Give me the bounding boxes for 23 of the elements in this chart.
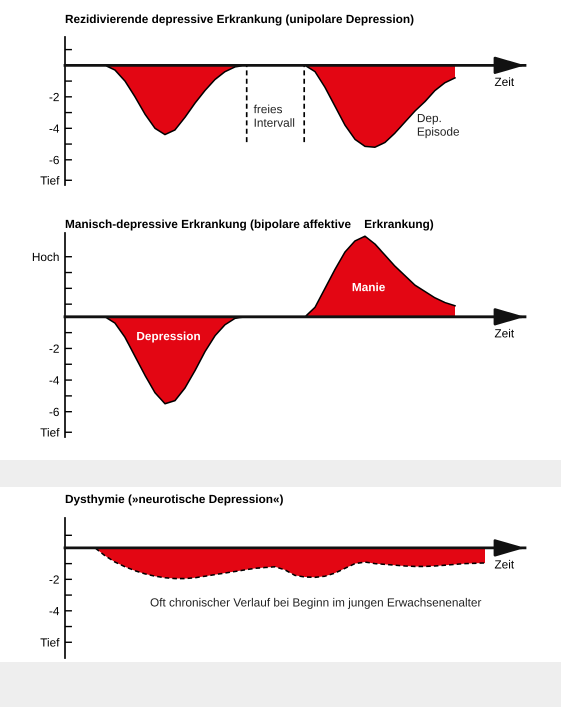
y-tick-label: -4 [49,376,60,384]
y-tick-label: -4 [49,606,60,616]
annotation: Manie [352,282,385,292]
annotation: Oft chronischer Verlauf bei Beginn im jungen Erwachsenenalter [150,598,482,609]
y-tick-label: Tief [40,176,60,185]
annotation: freies Intervall [254,104,294,127]
y-tick-label: Tief [40,638,60,647]
chart-title: Manisch-depressive Erkrankung (bipolare affektive Erkrankung) [66,219,434,231]
y-tick-label: -6 [49,408,59,416]
y-tick-label: -4 [49,124,60,133]
y-tick-label: -2 [49,575,59,584]
annotation: Depression [137,332,200,343]
y-tick-label: -6 [49,156,59,164]
y-tick-label: -2 [49,344,59,353]
chart-title: Dysthymie (»neurotische Depression«) [66,494,283,506]
y-tick-label: Hoch [32,252,59,262]
chart-title: Rezidivierende depressive Erkrankung (unipolare Depression) [66,14,414,26]
x-axis-title: Zeit [494,560,514,569]
x-axis-title: Zeit [494,77,514,86]
y-tick-label: -2 [49,92,59,102]
x-axis-title: Zeit [494,328,514,338]
annotation: Dep. Episode [418,114,460,138]
y-tick-label: Tief [40,428,60,437]
